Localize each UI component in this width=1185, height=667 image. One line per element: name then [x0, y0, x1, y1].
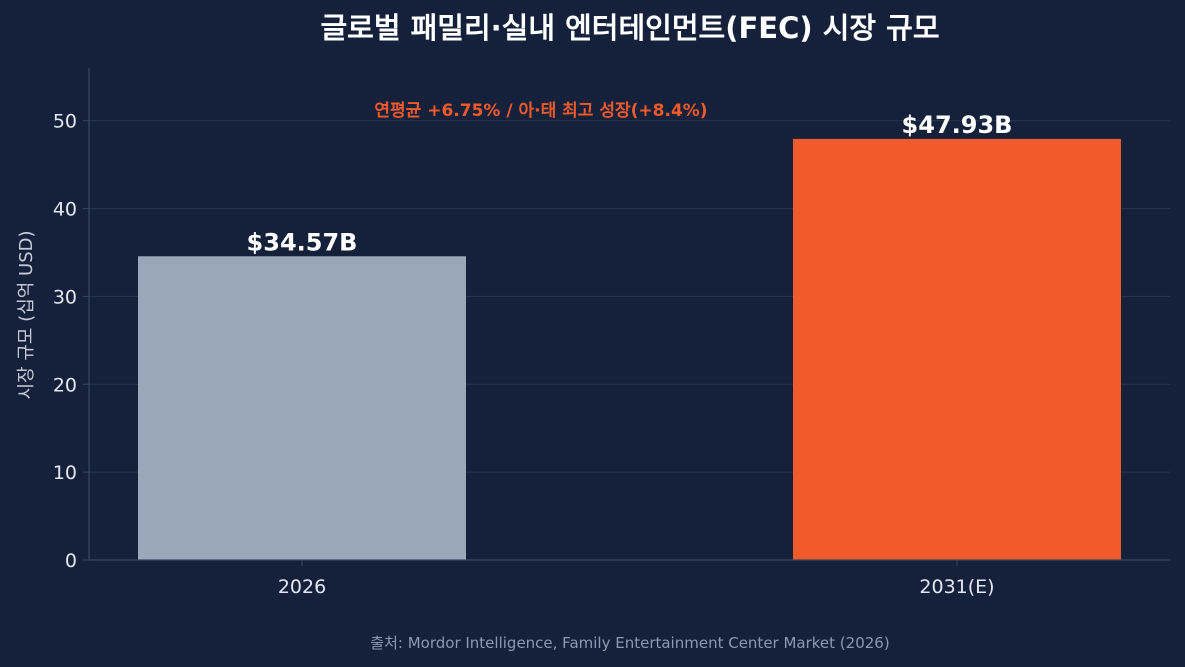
source-note: 출처: Mordor Intelligence, Family Entertai… [370, 634, 889, 652]
data-label: $47.93B [902, 111, 1013, 139]
bars [138, 138, 1121, 561]
axes [88, 68, 1170, 561]
growth-annotation: 연평균 +6.75% / 아·태 최고 성장(+8.4%) [374, 101, 707, 121]
bar-2031(E) [793, 138, 1121, 561]
data-labels: $34.57B $47.93B [247, 111, 1013, 256]
x-tick-label: 2031(E) [919, 576, 994, 598]
y-tick-label: 20 [53, 374, 77, 396]
chart-title: 글로벌 패밀리·실내 엔터테인먼트(FEC) 시장 규모 [320, 11, 939, 45]
y-tick-label: 10 [53, 462, 77, 484]
y-tick-label: 0 [65, 550, 77, 572]
y-tick-label: 40 [53, 199, 77, 221]
bar-2026 [138, 256, 466, 560]
data-label: $34.57B [247, 228, 358, 256]
y-axis-label: 시장 규모 (십억 USD) [16, 230, 37, 399]
y-tick-label: 50 [53, 111, 77, 133]
x-axis-ticks: 2026 2031(E) [278, 560, 995, 598]
y-axis-ticks: 0 10 20 30 40 50 [53, 111, 89, 572]
y-tick-label: 30 [53, 286, 77, 308]
x-tick-label: 2026 [278, 576, 326, 598]
